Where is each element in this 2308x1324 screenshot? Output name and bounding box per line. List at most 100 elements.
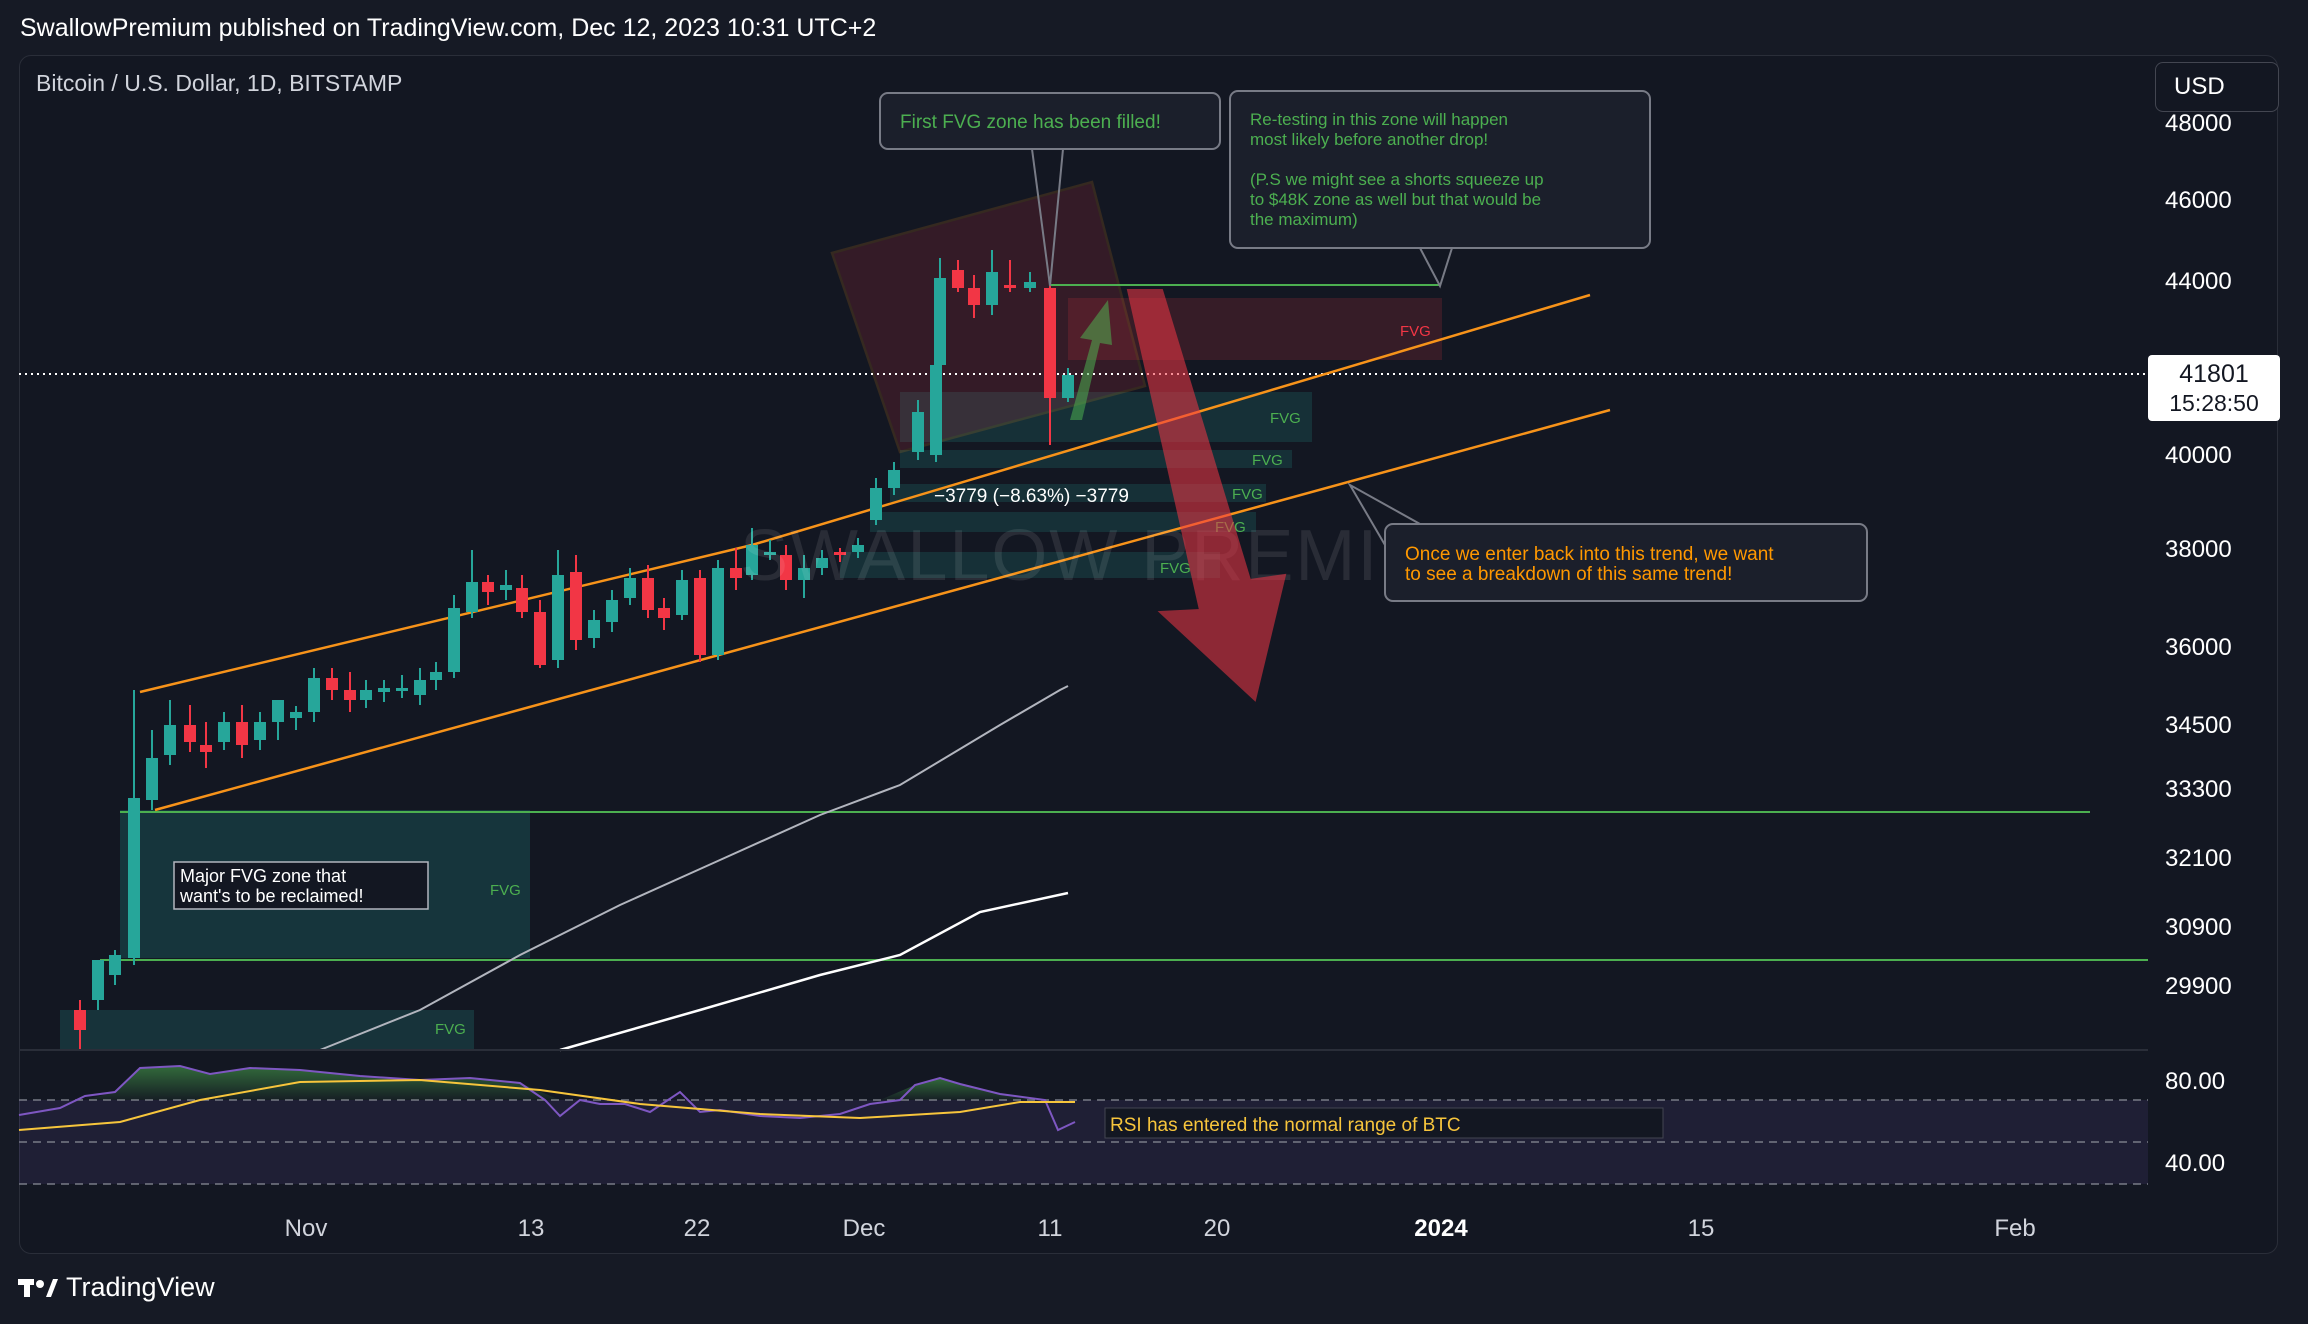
y-axis: 48000 46000 44000 40000 38000 36000 3450… bbox=[2165, 110, 2232, 1177]
svg-text:Dec: Dec bbox=[843, 1215, 886, 1242]
svg-text:36000: 36000 bbox=[2165, 634, 2232, 661]
candle-body bbox=[730, 568, 742, 578]
rsi-note: RSI has entered the normal range of BTC bbox=[1110, 1115, 1461, 1136]
candle-body bbox=[968, 288, 980, 305]
candle-body bbox=[642, 578, 654, 610]
svg-text:13: 13 bbox=[518, 1215, 545, 1242]
candle-body bbox=[986, 272, 998, 305]
candle-body bbox=[570, 572, 582, 640]
rsi-ma-line bbox=[18, 1078, 1075, 1131]
candle-body bbox=[74, 1010, 86, 1030]
fvg-label: FVG bbox=[490, 882, 521, 899]
svg-text:20: 20 bbox=[1204, 1215, 1231, 1242]
callout-text: Major FVG zone that bbox=[180, 866, 346, 886]
candle-body bbox=[588, 620, 600, 638]
candle-body bbox=[448, 608, 460, 672]
candle-body bbox=[236, 722, 248, 745]
callout-text: (P.S we might see a shorts squeeze up bbox=[1250, 170, 1544, 189]
svg-text:11: 11 bbox=[1038, 1215, 1063, 1242]
svg-text:38000: 38000 bbox=[2165, 536, 2232, 563]
candle-body bbox=[128, 798, 140, 958]
channel-top bbox=[139, 543, 753, 694]
candle-body bbox=[658, 608, 670, 618]
fvg-label: FVG bbox=[1252, 452, 1283, 469]
candle-body bbox=[500, 585, 512, 590]
up-arrow-icon bbox=[1070, 300, 1112, 420]
candle-body bbox=[624, 578, 636, 598]
last-price-tag: 41801 15:28:50 bbox=[2148, 355, 2280, 421]
callout-first-fvg: First FVG zone has been filled! bbox=[879, 92, 1221, 287]
candle-body bbox=[109, 955, 121, 975]
channel-lower bbox=[154, 408, 1611, 812]
rsi-overbought-fill bbox=[85, 1066, 560, 1100]
callout-text: to see a breakdown of this same trend! bbox=[1405, 564, 1732, 585]
callout-retest: Re-testing in this zone will happen most… bbox=[1229, 90, 1651, 289]
down-arrow-icon bbox=[1126, 289, 1287, 702]
candles bbox=[74, 250, 1074, 1050]
candle-body bbox=[414, 680, 426, 695]
candle-body bbox=[184, 725, 196, 742]
candle-body bbox=[1044, 288, 1056, 398]
candle-body bbox=[834, 552, 846, 555]
candle-body bbox=[712, 568, 724, 655]
callout-text: First FVG zone has been filled! bbox=[900, 112, 1161, 133]
candle-body bbox=[694, 578, 706, 655]
candle-body bbox=[934, 278, 946, 365]
rsi-line bbox=[18, 1064, 1076, 1132]
candle-body bbox=[360, 690, 372, 700]
fvg-zone bbox=[900, 450, 1292, 468]
candle-body bbox=[430, 672, 442, 680]
fvg-label: FVG bbox=[1232, 486, 1263, 503]
fvg-zone-red bbox=[1068, 298, 1442, 360]
svg-text:33300: 33300 bbox=[2165, 776, 2232, 803]
svg-text:15: 15 bbox=[1688, 1215, 1715, 1242]
candle-body bbox=[200, 745, 212, 752]
candle-body bbox=[254, 722, 266, 740]
measure-label: −3779 (−8.63%) −3779 bbox=[934, 486, 1129, 507]
callout-text: Once we enter back into this trend, we w… bbox=[1405, 544, 1774, 565]
candle-body bbox=[952, 270, 964, 288]
svg-text:46000: 46000 bbox=[2165, 187, 2232, 214]
symbol-title[interactable]: Bitcoin / U.S. Dollar, 1D, BITSTAMP bbox=[36, 70, 403, 96]
callout-text: to $48K zone as well but that would be bbox=[1250, 190, 1541, 209]
candle-body bbox=[482, 582, 494, 592]
bar-countdown: 15:28:50 bbox=[2169, 390, 2259, 416]
svg-text:2024: 2024 bbox=[1414, 1215, 1468, 1242]
candle-body bbox=[852, 545, 864, 552]
candle-body bbox=[870, 488, 882, 520]
rsi-note-box bbox=[1104, 1107, 1664, 1139]
candle-body bbox=[218, 722, 230, 742]
candle-body bbox=[798, 568, 810, 580]
chart-panel[interactable] bbox=[19, 55, 2278, 1254]
currency-button[interactable]: USD bbox=[2155, 62, 2279, 112]
svg-text:48000: 48000 bbox=[2165, 110, 2232, 137]
svg-text:40.00: 40.00 bbox=[2165, 1150, 2225, 1177]
publish-header: SwallowPremium published on TradingView.… bbox=[20, 14, 877, 42]
candle-body bbox=[816, 558, 828, 568]
fvg-label: FVG bbox=[1160, 560, 1191, 577]
fvg-label: FVG bbox=[435, 1021, 466, 1038]
candle-body bbox=[780, 555, 792, 580]
svg-text:40000: 40000 bbox=[2165, 442, 2232, 469]
ma-line-gray bbox=[319, 685, 1069, 1051]
candle-body bbox=[1024, 282, 1036, 288]
svg-text:34500: 34500 bbox=[2165, 712, 2232, 739]
footer-brand[interactable]: TradingView bbox=[18, 1272, 215, 1303]
svg-text:22: 22 bbox=[684, 1215, 711, 1242]
candle-body bbox=[534, 612, 546, 665]
ma-line-white bbox=[559, 891, 1069, 1052]
candle-body bbox=[164, 725, 176, 755]
candle-body bbox=[290, 712, 302, 718]
svg-text:Feb: Feb bbox=[1994, 1215, 2035, 1242]
candle-body bbox=[272, 700, 284, 722]
svg-text:32100: 32100 bbox=[2165, 845, 2232, 872]
candle-body bbox=[396, 688, 408, 691]
tradingview-logo-icon bbox=[18, 1278, 58, 1297]
candle-body bbox=[888, 470, 900, 488]
candle-body bbox=[930, 365, 942, 455]
callout-text: most likely before another drop! bbox=[1250, 130, 1488, 149]
candle-body bbox=[308, 678, 320, 712]
candle-body bbox=[1062, 375, 1074, 398]
svg-text:29900: 29900 bbox=[2165, 973, 2232, 1000]
